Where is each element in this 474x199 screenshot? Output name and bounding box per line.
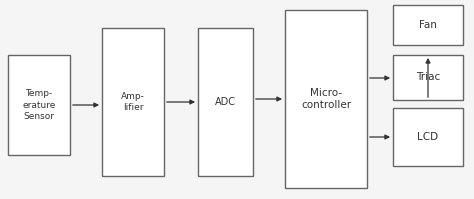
Text: Fan: Fan xyxy=(419,20,437,30)
Text: Temp-
erature
Sensor: Temp- erature Sensor xyxy=(22,89,55,121)
Text: LCD: LCD xyxy=(418,132,438,142)
Bar xyxy=(285,10,367,188)
Text: Amp-
lifier: Amp- lifier xyxy=(121,92,145,112)
Text: Triac: Triac xyxy=(416,72,440,83)
Bar xyxy=(8,55,70,155)
Bar xyxy=(393,108,463,166)
Bar xyxy=(393,5,463,45)
Bar xyxy=(393,55,463,100)
Bar xyxy=(198,28,253,176)
Bar xyxy=(102,28,164,176)
Text: Micro-
controller: Micro- controller xyxy=(301,88,351,110)
Text: ADC: ADC xyxy=(215,97,236,107)
